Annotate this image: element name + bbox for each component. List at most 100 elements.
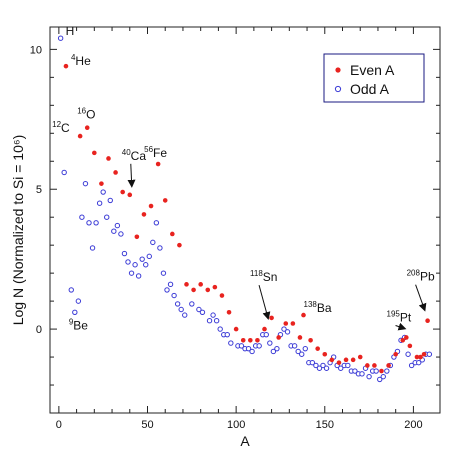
legend-label-odd-a: Odd A [350,81,390,97]
even-a-point [170,231,175,237]
even-a-point [148,203,154,209]
even-a-point [198,282,203,287]
odd-a-point [93,220,99,226]
annotation-c: 12C [52,120,70,135]
even-a-point [191,287,196,293]
even-a-point [255,337,260,343]
even-a-point [63,63,69,69]
odd-a-point [178,306,184,313]
even-a-point [248,337,253,343]
x-axis-title: A [240,433,250,449]
odd-a-point [150,239,156,246]
odd-a-point [82,180,89,187]
even-a-point [99,181,104,186]
odd-a-point [189,301,195,307]
annotation-pt: 195Pt [387,309,412,324]
odd-a-point [291,343,298,349]
x-tick-label: 200 [404,419,422,431]
odd-a-point [111,228,117,234]
odd-a-point [426,351,433,357]
annotation-element: Pt [400,310,412,324]
odd-a-point [153,220,160,226]
annotation-he: 4He [71,53,91,68]
annotation-mass-number: 12 [52,120,61,129]
odd-a-point [146,253,152,260]
odd-a-point [182,312,188,318]
annotation-mass-number: 4 [71,53,76,62]
even-a-point [421,351,427,357]
even-a-point [425,318,430,323]
annotation-sn: 118Sn [250,269,277,284]
annotation-element: H [66,24,75,38]
annotation-o: 16O [77,107,95,122]
annotation-mass-number: 118 [250,269,263,278]
odd-a-point [323,365,330,371]
x-tick-label: 50 [141,419,153,431]
odd-a-point [206,317,213,324]
even-a-point [379,368,384,374]
even-a-point [233,326,239,332]
odd-a-point [416,359,422,366]
even-a-point [141,212,147,217]
annotation-be: 9Be [69,317,88,332]
annotation-h: H [66,24,75,38]
annotation-fe: 56Fe [144,145,167,160]
odd-a-point [256,343,262,349]
odd-a-point [267,340,273,346]
even-a-point [283,321,289,326]
even-a-point [393,351,398,357]
odd-a-point [345,362,351,369]
annotation-element: Fe [153,146,167,160]
odd-a-point [320,362,326,369]
even-a-point [269,315,274,321]
even-a-point [308,337,313,343]
annotation-mass-number: 56 [144,145,153,154]
odd-a-point [249,348,255,355]
odd-a-point [96,200,103,206]
even-a-point [92,150,97,156]
even-a-point [212,284,218,290]
odd-a-point [160,270,167,276]
odd-a-point [167,281,174,288]
odd-a-point [68,287,74,293]
odd-a-point [316,365,323,371]
annotation-element: Sn [263,270,278,284]
legend-marker-even-a [335,67,341,73]
legend-label-even-a: Even A [350,62,395,78]
x-tick-label: 100 [227,419,245,431]
annotation-element: Ba [317,301,332,315]
odd-a-point [100,189,106,195]
odd-a-point [75,298,82,304]
even-a-point [322,351,328,357]
annotation-element: O [86,108,95,122]
odd-a-point [196,306,202,313]
odd-a-point [114,222,121,229]
odd-a-point [128,270,135,276]
annotation-mass-number: 195 [387,309,401,318]
annotation-mass-number: 40 [122,148,131,157]
even-a-point [106,156,111,161]
annotation-mass-number: 9 [69,317,74,326]
odd-a-point [384,368,390,374]
annotation-mass-number: 138 [304,300,318,309]
odd-a-point [164,287,170,293]
annotation-element: C [61,121,70,135]
even-a-point [184,282,189,287]
odd-a-point [125,259,131,265]
y-tick-label: 5 [36,184,42,196]
plot-frame [49,26,441,414]
odd-a-point [104,214,110,220]
odd-a-point [86,220,92,226]
even-a-point [386,363,391,368]
odd-a-point [79,214,85,220]
even-a-point [414,354,420,360]
odd-a-point [380,373,386,380]
odd-a-point [313,362,319,369]
odd-a-point [274,345,280,352]
even-a-point [404,335,409,340]
odd-a-point [143,262,149,268]
odd-a-point [121,250,128,257]
odd-a-point [171,292,177,299]
data-points [57,35,433,383]
legend-box [323,53,425,103]
